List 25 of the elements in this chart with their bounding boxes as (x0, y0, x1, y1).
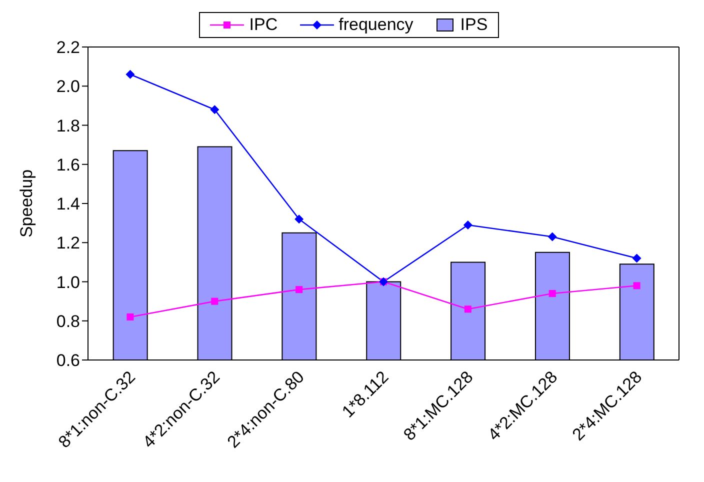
point (296, 286, 303, 294)
point (126, 313, 134, 320)
legend-label: IPC (249, 15, 278, 35)
point (464, 306, 472, 313)
y-tick-label: 1.6 (56, 155, 80, 174)
point (463, 220, 472, 230)
y-tick-label: 1.0 (56, 272, 80, 292)
y-tick-label: 0.6 (56, 351, 80, 370)
point (126, 70, 135, 79)
y-tick-label: 2.0 (56, 77, 80, 96)
legend-label: frequency (338, 15, 414, 35)
point (210, 105, 220, 114)
point (211, 298, 218, 305)
point (294, 214, 304, 224)
y-tick-label: 0.8 (56, 312, 80, 331)
point (548, 232, 557, 242)
y-tick-label: 1.4 (56, 194, 80, 214)
y-tick-label: 1.2 (56, 234, 80, 253)
point (548, 290, 556, 297)
point (633, 282, 640, 290)
y-axis-title: Speedup (17, 169, 36, 238)
point (632, 254, 642, 263)
y-tick-label: 2.2 (56, 38, 80, 58)
legend-label: IPS (460, 15, 488, 35)
y-tick-label: 1.8 (56, 116, 80, 136)
